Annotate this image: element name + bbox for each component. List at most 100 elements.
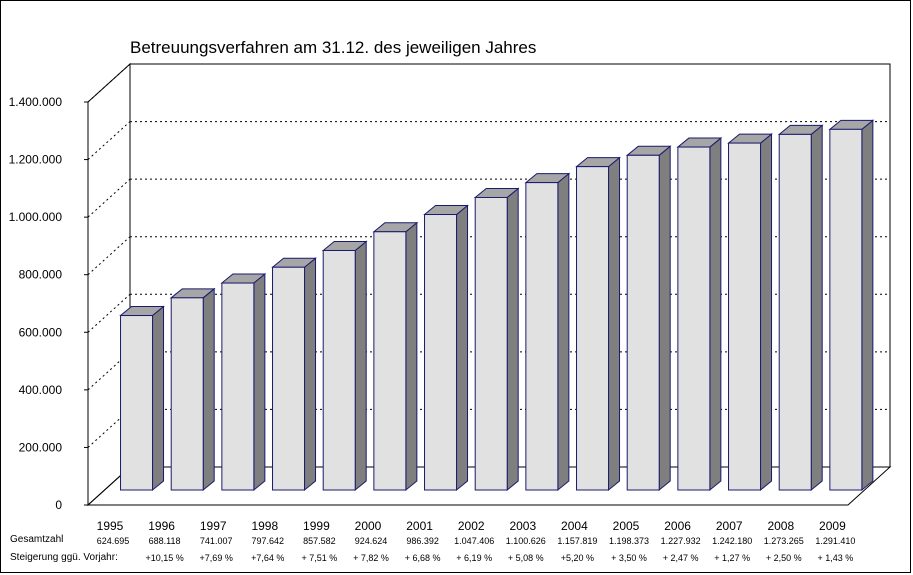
change-value-label: + 6,19 %	[456, 553, 492, 563]
y-tick-label: 200.000	[19, 440, 63, 454]
total-value-label: 1.291.410	[815, 536, 855, 546]
chart-title: Betreuungsverfahren am 31.12. des jeweil…	[130, 38, 536, 57]
grid-line-side	[87, 178, 131, 218]
change-value-label: + 6,68 %	[405, 553, 441, 563]
x-tick-label: 2002	[458, 519, 485, 533]
bar-side	[810, 124, 823, 492]
total-value-label: 986.392	[406, 536, 439, 546]
x-tick-label: 2004	[561, 519, 588, 533]
bar-front	[677, 146, 711, 491]
bar-front	[322, 249, 356, 491]
total-value-label: 1.100.626	[506, 536, 546, 546]
bar-2002	[473, 187, 520, 492]
total-value-label: 1.242.180	[712, 536, 752, 546]
bar-front	[424, 214, 458, 491]
x-tick-label: 2005	[613, 519, 640, 533]
x-tick-label: 1997	[200, 519, 227, 533]
total-value-label: 1.157.819	[557, 536, 597, 546]
y-tick-label: 1.400.000	[9, 95, 63, 109]
x-tick-label: 2001	[406, 519, 433, 533]
bar-side	[405, 221, 418, 492]
floor	[86, 466, 892, 506]
total-value-label: 1.047.406	[454, 536, 494, 546]
bar-side	[456, 204, 469, 492]
total-value-label: 624.695	[97, 536, 130, 546]
total-value-label: 857.582	[303, 536, 336, 546]
bar-front	[474, 196, 508, 491]
bar-front	[829, 128, 863, 491]
bar-front	[221, 282, 255, 491]
x-tick-label: 1995	[97, 519, 124, 533]
x-tick-label: 1999	[303, 519, 330, 533]
x-axis-ticks: 1995 1996 1997 1998 1999 2000 2001 2002 2003 2004…	[97, 519, 846, 533]
change-value-label: + 2,47 %	[663, 553, 699, 563]
bar-2009	[828, 119, 875, 492]
bar-side	[304, 257, 317, 492]
row-label-total: Gesamtzahl	[10, 534, 63, 545]
bar-2008	[777, 124, 824, 492]
bar-2004	[575, 156, 621, 492]
change-value-label: + 7,82 %	[353, 553, 389, 563]
y-tick-label: 600.000	[19, 325, 63, 339]
y-tick-label: 0	[55, 498, 62, 512]
bar-side	[202, 287, 215, 492]
x-tick-label: 1998	[251, 519, 278, 533]
bar-side	[506, 187, 519, 492]
y-tick-label: 1.200.000	[9, 153, 63, 167]
x-tick-label: 1996	[148, 519, 175, 533]
bar-front	[120, 315, 154, 491]
total-value-label: 1.198.373	[609, 536, 649, 546]
bar-1995	[119, 305, 165, 492]
y-axis-ticks: 0 200.000 400.000 600.000 800.000 1.000.000 1.…	[9, 95, 88, 512]
bar-side	[152, 305, 165, 492]
change-value-label: +7,69 %	[200, 553, 233, 563]
bar-2003	[524, 172, 571, 492]
bar-front	[626, 154, 660, 491]
total-value-label: 924.624	[355, 536, 388, 546]
bar-front	[525, 182, 559, 491]
bar-1998	[271, 257, 317, 492]
bar-2005	[625, 145, 672, 492]
x-tick-label: 2000	[355, 519, 382, 533]
bar-front	[728, 142, 762, 491]
x-tick-label: 2009	[819, 519, 846, 533]
total-value-label: 1.227.932	[661, 536, 701, 546]
change-value-label: + 3,50 %	[611, 553, 647, 563]
y-tick-label: 800.000	[19, 268, 63, 282]
change-value-label: +5,20 %	[561, 553, 594, 563]
x-tick-label: 2007	[716, 519, 743, 533]
bar-front	[778, 133, 812, 491]
bar-side	[608, 156, 621, 492]
x-tick-label: 2003	[509, 519, 536, 533]
bars	[119, 119, 875, 492]
bar-side	[658, 145, 671, 492]
bar-front	[272, 266, 306, 491]
grid-line-side	[87, 236, 131, 276]
bar-1996	[169, 287, 216, 492]
change-value-label: + 5,08 %	[508, 553, 544, 563]
bar-2006	[676, 137, 723, 492]
y-tick-label: 1.000.000	[9, 210, 63, 224]
bar-side	[557, 172, 570, 492]
bar-side	[354, 240, 367, 492]
bar-1997	[220, 272, 267, 492]
x-tick-label: 2008	[767, 519, 794, 533]
change-value-label: + 7,51 %	[302, 553, 338, 563]
bar-front	[373, 231, 407, 491]
change-value-label: + 2,50 %	[766, 553, 802, 563]
total-value-label: 741.007	[200, 536, 233, 546]
bar-front	[576, 166, 610, 491]
row-label-change: Steigerung ggü. Vorjahr:	[10, 552, 118, 563]
change-value-label: +7,64 %	[251, 553, 284, 563]
bar-2000	[372, 221, 419, 492]
total-value-label: 1.273.265	[764, 536, 804, 546]
bar-side	[760, 133, 773, 492]
y-tick-label: 400.000	[19, 383, 63, 397]
bar-1999	[321, 240, 368, 492]
total-value-label: 688.118	[149, 536, 181, 546]
x-tick-label: 2006	[664, 519, 691, 533]
bar-2001	[423, 204, 469, 492]
bar-side	[253, 272, 266, 492]
